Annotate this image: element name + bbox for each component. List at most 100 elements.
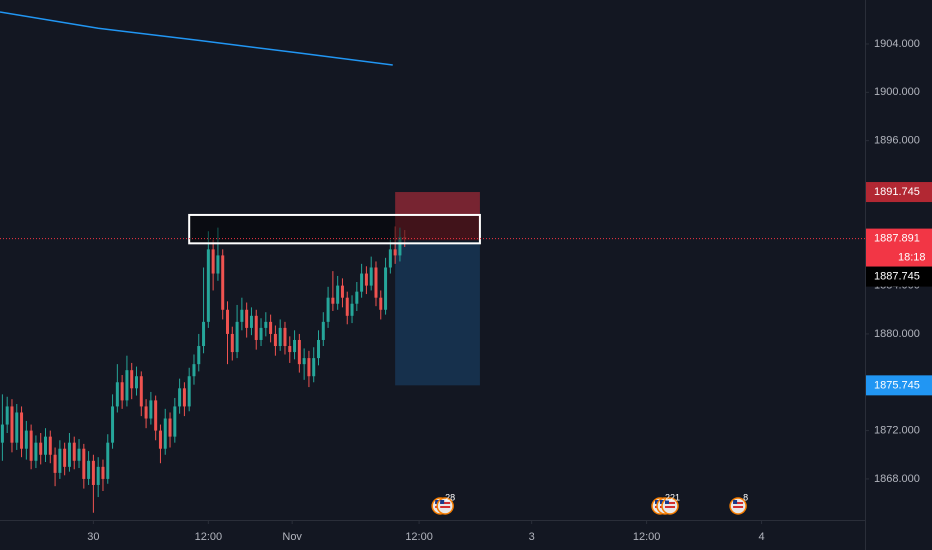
candle-body	[326, 297, 330, 322]
candle-body	[182, 388, 186, 407]
candle-body	[135, 376, 139, 389]
candle-body	[317, 339, 321, 359]
candle-body	[87, 460, 91, 479]
candle-body	[235, 321, 239, 353]
x-tick-label: 12:00	[195, 531, 223, 543]
candle-body	[226, 309, 230, 334]
y-tick-label: 1880.000	[874, 328, 920, 340]
candle-body	[336, 285, 340, 304]
event-flag	[440, 502, 451, 504]
event-count: 1	[675, 492, 680, 502]
candle-body	[350, 303, 354, 316]
candle-body	[374, 267, 378, 298]
candle-body	[29, 430, 33, 461]
candle-body	[321, 321, 325, 340]
candle-body	[5, 406, 9, 425]
y-tick-label: 1872.000	[874, 425, 920, 437]
candle-body	[125, 370, 129, 401]
target-zone	[395, 240, 480, 386]
candle-body	[379, 297, 383, 310]
event-count: 8	[450, 492, 455, 502]
candle-body	[144, 406, 148, 419]
price-label-bg	[866, 375, 932, 396]
candle-body	[44, 436, 48, 455]
candle-body	[48, 436, 52, 455]
candle-body	[283, 327, 287, 347]
x-tick-label: 12:00	[405, 531, 433, 543]
candle-body	[72, 442, 76, 461]
event-marker: 8	[729, 492, 748, 515]
candle-body	[10, 406, 14, 443]
candle-body	[278, 327, 282, 347]
candle-body	[15, 412, 19, 443]
candle-body	[106, 442, 110, 479]
candle-body	[139, 376, 143, 407]
candle-body	[403, 237, 407, 239]
candle-body	[120, 382, 124, 401]
event-flag	[655, 500, 660, 504]
candle-body	[67, 442, 71, 467]
candle-body	[91, 460, 95, 485]
candle-body	[115, 382, 119, 407]
y-tick-label: 1900.000	[874, 86, 920, 98]
candle-body	[202, 321, 206, 347]
candle-body	[58, 448, 62, 473]
candle-body	[288, 346, 292, 353]
y-tick-label: 1904.000	[874, 38, 920, 50]
candle-body	[297, 339, 301, 365]
price-label: 1875.745	[874, 379, 920, 391]
candle-body	[340, 285, 344, 298]
candle-body	[398, 237, 402, 256]
candle-body	[216, 255, 220, 274]
candle-body	[197, 346, 201, 365]
candle-body	[187, 376, 191, 407]
price-label-bg	[866, 228, 932, 267]
x-tick-label: 4	[758, 531, 764, 543]
x-tick-label: 30	[87, 531, 99, 543]
event-flag	[733, 500, 738, 504]
candle-body	[178, 388, 182, 407]
candle-body	[364, 273, 368, 286]
drawn-rectangle	[188, 213, 481, 245]
x-tick-label: 3	[529, 531, 535, 543]
candle-body	[163, 418, 167, 449]
candle-body	[53, 454, 57, 473]
candle-body	[206, 249, 210, 322]
countdown-label: 18:18	[898, 252, 926, 264]
event-flag	[665, 500, 670, 504]
event-flag	[733, 502, 744, 504]
event-flag	[440, 500, 445, 504]
event-count: 8	[743, 492, 748, 502]
candle-body	[211, 249, 215, 274]
candle-body	[230, 333, 234, 353]
candle-body	[264, 321, 268, 328]
candle-body	[20, 412, 24, 449]
candle-body	[96, 466, 100, 485]
event-count: 2	[665, 492, 670, 502]
price-label: 1891.745	[874, 186, 920, 198]
candle-body	[393, 249, 397, 256]
candle-body	[192, 364, 196, 377]
stop-zone	[395, 192, 480, 241]
candle-body	[34, 442, 38, 461]
price-label: 1887.891	[874, 233, 920, 245]
event-flag	[665, 506, 676, 508]
candle-body	[77, 448, 81, 461]
candle-body	[149, 400, 153, 419]
candle-body	[307, 358, 311, 377]
candle-body	[269, 321, 273, 334]
candle-body	[158, 430, 162, 449]
candle-body	[331, 297, 335, 304]
x-tick-label: 12:00	[633, 531, 661, 543]
candle-body	[154, 400, 158, 431]
candle-body	[82, 448, 86, 479]
candle-body	[24, 430, 28, 449]
candle-body	[39, 442, 43, 455]
candle-body	[360, 273, 364, 292]
price-label: 1887.745	[874, 271, 920, 283]
candle-body	[355, 291, 359, 304]
candle-body	[388, 249, 392, 268]
candle-body	[369, 267, 373, 286]
